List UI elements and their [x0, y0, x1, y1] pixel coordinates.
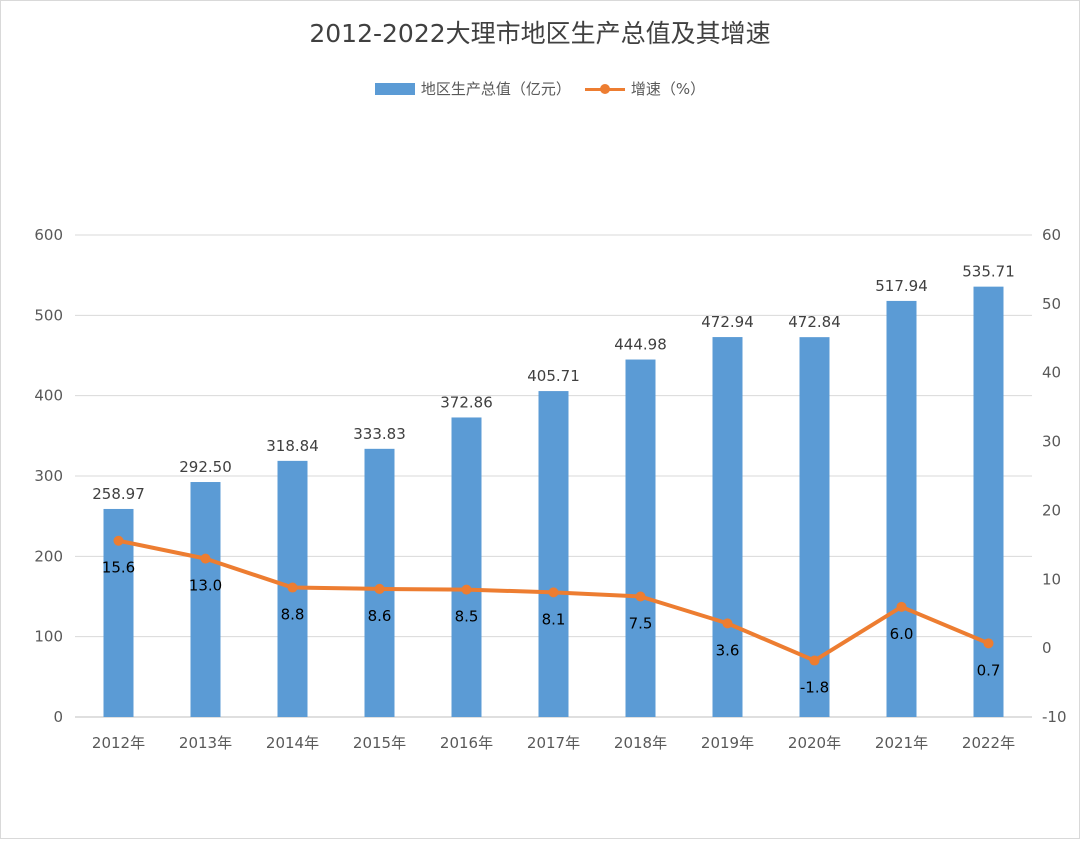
chart-title: 2012-2022大理市地区生产总值及其增速: [309, 19, 771, 48]
y-right-tick-label: 20: [1042, 501, 1061, 519]
bar-value-label: 372.86: [440, 393, 493, 411]
y-right-tick-label: 40: [1042, 364, 1061, 382]
y-right-tick-label: 50: [1042, 295, 1061, 313]
bar: [973, 286, 1004, 717]
growth-point: [635, 591, 646, 602]
growth-point: [461, 584, 472, 595]
growth-value-label: 0.7: [977, 661, 1001, 679]
y-left-tick-label: 0: [53, 708, 63, 726]
y-left-tick-label: 200: [34, 547, 63, 565]
x-tick-label: 2022年: [962, 734, 1015, 752]
bar-value-label: 292.50: [179, 458, 232, 476]
growth-point: [287, 582, 298, 593]
legend-swatch-line: [584, 83, 625, 95]
y-right-tick-label: 30: [1042, 433, 1061, 451]
x-tick-label: 2020年: [788, 734, 841, 752]
legend-swatch-bar: [374, 82, 415, 95]
bar: [538, 391, 569, 717]
x-tick-label: 2012年: [92, 734, 145, 752]
y-left-tick-label: 300: [34, 467, 63, 485]
growth-point: [722, 618, 733, 629]
growth-value-label: 8.8: [281, 606, 305, 624]
legend-label-growth: 增速（%）: [630, 80, 706, 98]
growth-point: [809, 655, 820, 666]
growth-value-label: 7.5: [629, 615, 653, 633]
growth-value-label: 8.6: [368, 607, 392, 625]
x-tick-label: 2018年: [614, 734, 667, 752]
growth-value-label: 6.0: [890, 625, 914, 643]
bar-value-label: 472.84: [788, 313, 841, 331]
x-tick-label: 2013年: [179, 734, 232, 752]
growth-value-label: 3.6: [716, 641, 740, 659]
growth-point: [113, 535, 124, 546]
growth-value-label: 13.0: [189, 577, 222, 595]
growth-point: [896, 601, 907, 612]
legend-label-gdp: 地区生产总值（亿元）: [420, 80, 571, 98]
y-right-tick-label: 10: [1042, 570, 1061, 588]
growth-value-label: -1.8: [800, 679, 829, 697]
growth-point: [983, 638, 994, 649]
x-tick-label: 2014年: [266, 734, 319, 752]
bar: [712, 337, 743, 717]
y-right-tick-label: -10: [1042, 708, 1067, 726]
bar: [190, 482, 221, 717]
growth-point: [548, 587, 559, 598]
bar-value-label: 318.84: [266, 437, 319, 455]
growth-point: [200, 553, 211, 564]
legend-item-growth: 增速（%）: [584, 78, 706, 99]
y-left-tick-label: 500: [34, 306, 63, 324]
x-tick-label: 2021年: [875, 734, 928, 752]
y-left-tick-label: 600: [34, 226, 63, 244]
y-left-tick-label: 400: [34, 387, 63, 405]
y-right-tick-label: 60: [1042, 226, 1061, 244]
legend: 地区生产总值（亿元） 增速（%）: [0, 78, 1080, 99]
legend-item-gdp: 地区生产总值（亿元）: [374, 78, 571, 99]
growth-value-label: 8.1: [542, 610, 566, 628]
x-tick-label: 2019年: [701, 734, 754, 752]
growth-value-label: 15.6: [102, 559, 135, 577]
bar-value-label: 472.94: [701, 313, 754, 331]
bar-value-label: 405.71: [527, 367, 580, 385]
x-tick-label: 2016年: [440, 734, 493, 752]
y-left-tick-label: 100: [34, 628, 63, 646]
bar: [364, 448, 395, 717]
bar: [451, 417, 482, 717]
y-right-tick-label: 0: [1042, 639, 1052, 657]
x-tick-label: 2015年: [353, 734, 406, 752]
bar-value-label: 333.83: [353, 425, 406, 443]
growth-point: [374, 583, 385, 594]
x-tick-label: 2017年: [527, 734, 580, 752]
bar-value-label: 444.98: [614, 336, 667, 354]
bar: [625, 359, 656, 717]
bar: [886, 300, 917, 717]
bar-value-label: 517.94: [875, 277, 928, 295]
bar-value-label: 535.71: [962, 263, 1015, 281]
growth-value-label: 8.5: [455, 608, 479, 626]
bar-value-label: 258.97: [92, 485, 145, 503]
